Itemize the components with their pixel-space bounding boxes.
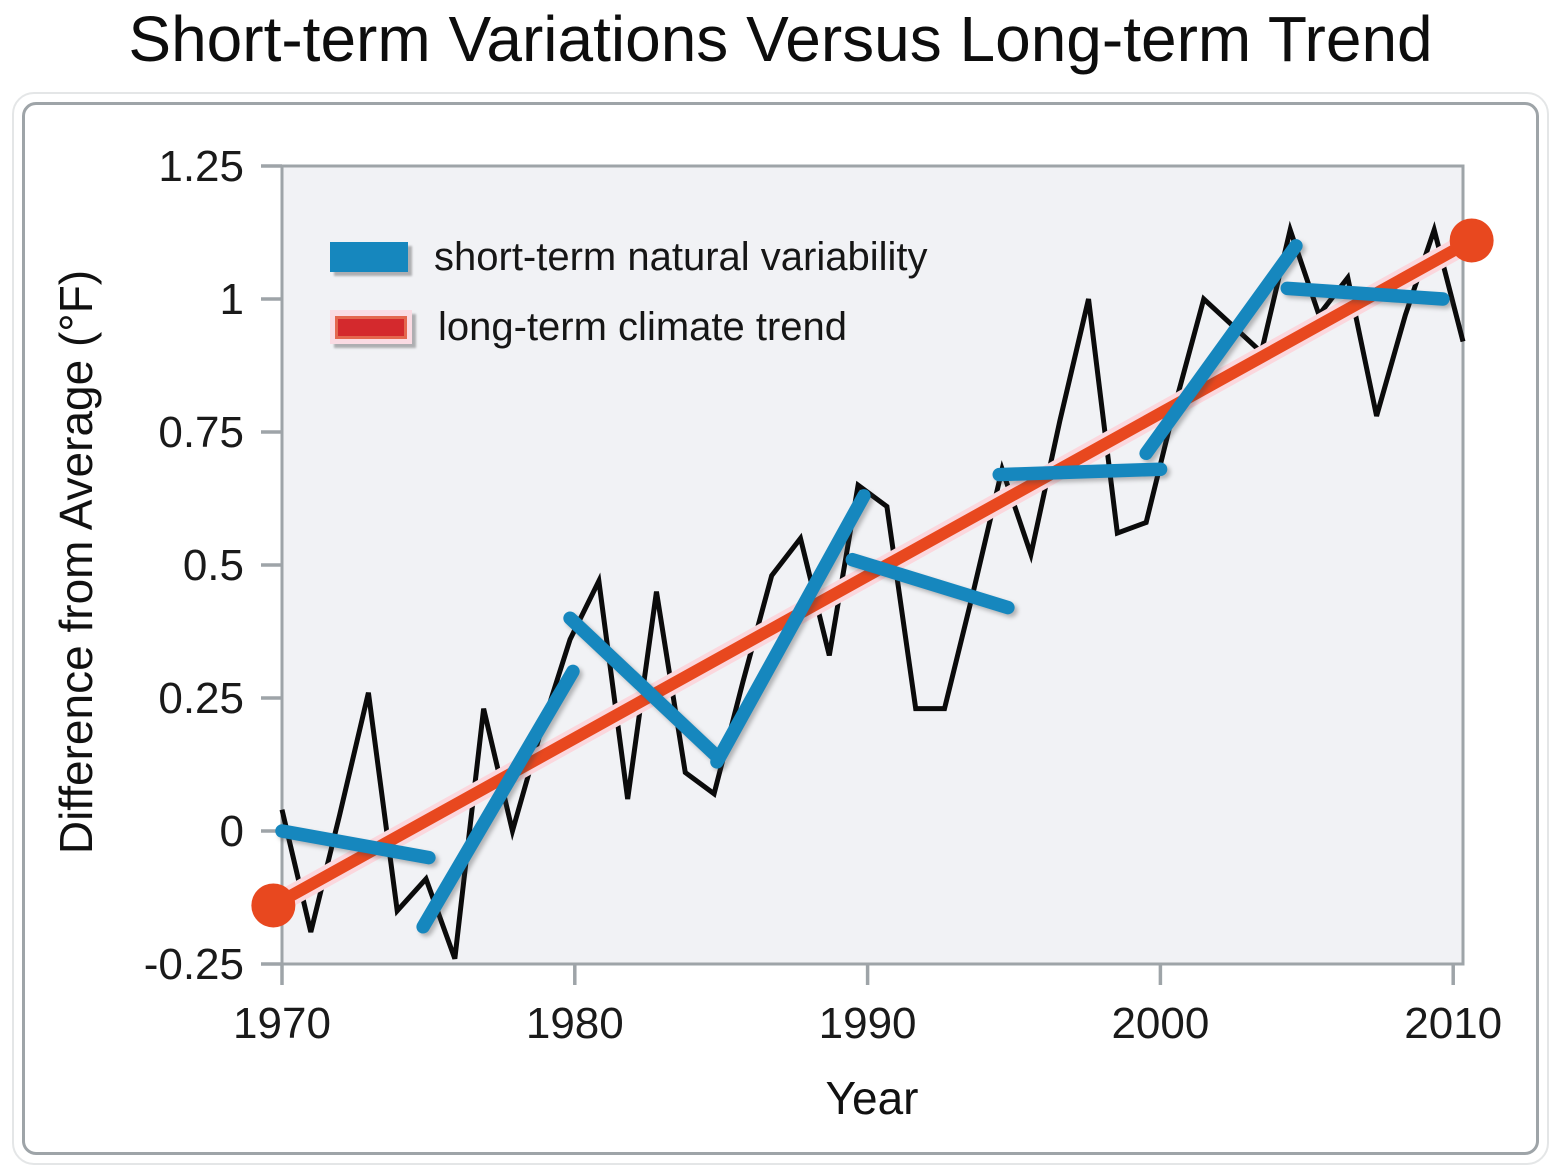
short-term-segment bbox=[992, 462, 1168, 482]
legend-item-variability: short-term natural variability bbox=[330, 235, 928, 279]
y-tick-label: 1 bbox=[220, 275, 244, 324]
x-axis-title: Year bbox=[825, 1072, 919, 1124]
annual-difference-line bbox=[279, 220, 1466, 960]
trend-line bbox=[267, 234, 1478, 912]
y-tick-label: 0.75 bbox=[158, 408, 244, 457]
short-term-segment bbox=[1139, 239, 1303, 461]
y-tick-label: 1.25 bbox=[158, 142, 244, 191]
x-tick-label: 2000 bbox=[1111, 999, 1209, 1048]
x-tick-label: 1970 bbox=[233, 999, 331, 1048]
y-tick-label: -0.25 bbox=[144, 940, 244, 989]
legend-label-variability: short-term natural variability bbox=[434, 234, 928, 279]
legend: short-term natural variability long-term… bbox=[330, 235, 928, 378]
legend-item-trend: long-term climate trend bbox=[330, 305, 928, 349]
legend-label-trend: long-term climate trend bbox=[438, 304, 848, 349]
short-term-segment bbox=[845, 552, 1015, 615]
y-tick-label: 0 bbox=[220, 807, 244, 856]
short-term-segment bbox=[416, 664, 580, 934]
legend-swatch-blue bbox=[330, 242, 408, 272]
short-term-segment bbox=[1280, 281, 1450, 306]
x-tick-label: 1980 bbox=[526, 999, 624, 1048]
legend-swatch-red-bg bbox=[330, 310, 412, 344]
legend-swatch-red bbox=[335, 315, 407, 339]
y-axis-title: Difference from Average (°F) bbox=[50, 269, 102, 855]
x-tick-label: 2010 bbox=[1404, 999, 1502, 1048]
short-term-segments-group bbox=[275, 239, 1450, 934]
x-tick-label: 1990 bbox=[819, 999, 917, 1048]
short-term-segment bbox=[563, 611, 724, 764]
y-tick-label: 0.25 bbox=[158, 674, 244, 723]
chart-title: Short-term Variations Versus Long-term T… bbox=[128, 3, 1433, 75]
trend-start-dot bbox=[251, 883, 296, 928]
short-term-segment bbox=[710, 489, 871, 769]
trend-end-dot bbox=[1449, 218, 1494, 263]
short-term-segment bbox=[275, 824, 436, 865]
y-tick-label: 0.5 bbox=[183, 541, 244, 590]
